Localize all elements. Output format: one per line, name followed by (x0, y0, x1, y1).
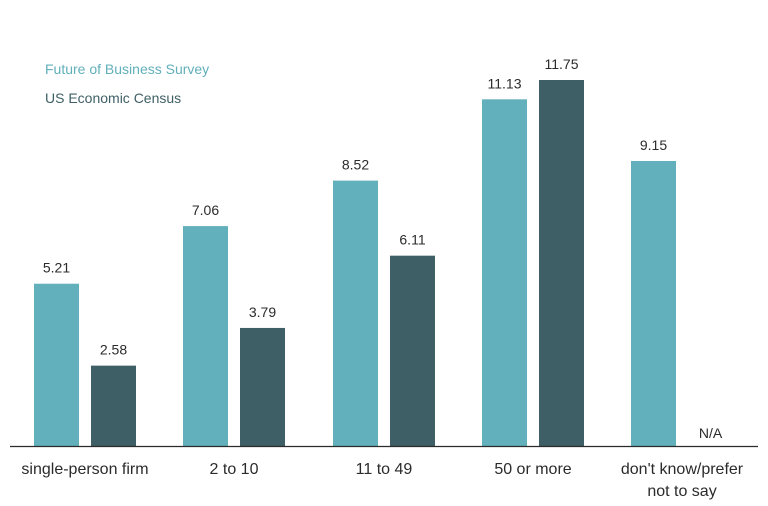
bar-single-person-firm-series-2 (91, 365, 136, 446)
legend-us-economic-census: US Economic Census (45, 90, 182, 106)
x-tick-label-50-or-more: 50 or more (494, 461, 571, 478)
data-label-50-or-more-series-2: 11.75 (545, 56, 579, 72)
bar-11-to-49-series-1 (333, 180, 378, 446)
bar-don-t-know-prefer-not-to-say-series-1 (631, 160, 676, 446)
data-label-single-person-firm-series-2: 2.58 (100, 342, 127, 358)
bar-11-to-49-series-2 (390, 255, 435, 446)
data-label-don-t-know-prefer-not-to-say-series-2: N/A (699, 425, 723, 441)
bar-single-person-firm-series-1 (34, 283, 79, 446)
data-label-don-t-know-prefer-not-to-say-series-1: 9.15 (640, 137, 667, 153)
bar-2-to-10-series-2 (240, 327, 285, 446)
data-label-2-to-10-series-2: 3.79 (249, 304, 276, 320)
x-tick-label-single-person-firm: single-person firm (21, 461, 148, 478)
x-tick-label-don-t-know-prefer-not-to-say: don't know/prefer not to say (621, 461, 744, 500)
legend-future-of-business-survey: Future of Business Survey (45, 61, 210, 77)
x-tick-label-2-to-10: 2 to 10 (210, 461, 259, 478)
data-label-11-to-49-series-2: 6.11 (399, 232, 425, 248)
x-tick-label-11-to-49: 11 to 49 (356, 461, 413, 478)
data-label-11-to-49-series-1: 8.52 (342, 157, 369, 173)
data-label-50-or-more-series-1: 11.13 (488, 75, 522, 91)
data-label-2-to-10-series-1: 7.06 (192, 202, 219, 218)
data-label-single-person-firm-series-1: 5.21 (43, 260, 70, 276)
bar-2-to-10-series-1 (183, 226, 228, 446)
bar-50-or-more-series-1 (482, 99, 527, 446)
bar-50-or-more-series-2 (539, 80, 584, 446)
